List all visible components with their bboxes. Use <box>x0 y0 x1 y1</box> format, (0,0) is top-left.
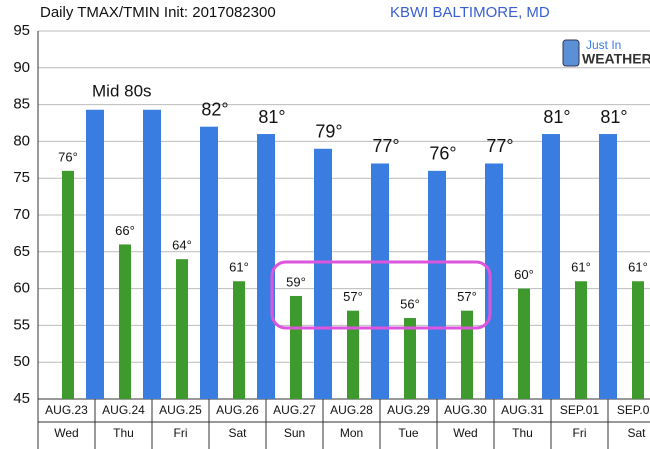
weekday-label: Mon <box>340 426 363 440</box>
x-tick-label: AUG.23 <box>45 403 88 417</box>
weekday-label: Sat <box>228 426 247 440</box>
weekday-label: Thu <box>113 426 134 440</box>
x-tick-label: SEP.01 <box>560 403 599 417</box>
max-bar <box>371 163 389 399</box>
value-label: 60° <box>514 267 534 282</box>
min-bar <box>347 310 359 399</box>
max-bar <box>200 126 218 400</box>
max-bar <box>485 163 503 399</box>
weekday-label: Sat <box>627 426 646 440</box>
value-label: 79° <box>315 122 342 142</box>
weekday-label: Fri <box>573 426 587 440</box>
max-bar <box>428 170 446 399</box>
station: KBWI BALTIMORE, MD <box>390 4 550 21</box>
weekday-label: Thu <box>512 426 533 440</box>
y-tick-label: 50 <box>13 353 30 370</box>
annotation: Mid 80s <box>92 81 152 100</box>
y-tick-label: 70 <box>13 206 30 223</box>
y-tick-label: 65 <box>13 243 30 260</box>
value-label: 77° <box>486 136 513 156</box>
min-bar <box>119 244 131 399</box>
weekday-label: Sun <box>284 426 305 440</box>
y-tick-label: 55 <box>13 316 30 333</box>
x-tick-label: AUG.27 <box>273 403 316 417</box>
logo-text: WEATHER <box>582 51 650 67</box>
max-bar <box>257 134 275 400</box>
value-label: 82° <box>201 99 228 119</box>
weekday-label: Tue <box>398 426 419 440</box>
y-tick-label: 45 <box>13 390 30 407</box>
x-tick-label: AUG.25 <box>159 403 202 417</box>
min-bar <box>461 310 473 399</box>
highlight-box <box>270 260 492 330</box>
value-label: 81° <box>258 107 285 127</box>
x-tick-label: AUG.28 <box>330 403 373 417</box>
value-label: 57° <box>457 289 477 304</box>
min-bar <box>62 170 74 399</box>
max-bar <box>314 148 332 399</box>
max-bar <box>542 134 560 400</box>
chart-title: Daily TMAX/TMIN Init: 2017082300 <box>40 4 276 21</box>
y-tick-label: 60 <box>13 280 30 297</box>
x-tick-label: AUG.29 <box>387 403 430 417</box>
min-bar <box>518 288 530 399</box>
max-bar <box>599 134 617 400</box>
min-bar <box>632 281 644 399</box>
value-label: 61° <box>229 260 249 275</box>
value-label: 77° <box>372 136 399 156</box>
value-label: 61° <box>628 260 648 275</box>
value-label: 56° <box>400 296 420 311</box>
y-tick-label: 90 <box>13 59 30 76</box>
y-tick-label: 80 <box>13 132 30 149</box>
value-label: 66° <box>115 223 135 238</box>
logo-icon <box>562 39 580 67</box>
value-label: 76° <box>58 149 78 164</box>
value-label: 81° <box>543 107 570 127</box>
weekday-label: Wed <box>453 426 477 440</box>
weekday-label: Fri <box>174 426 188 440</box>
value-label: 81° <box>600 107 627 127</box>
x-tick-label: AUG.24 <box>102 403 145 417</box>
value-label: 64° <box>172 238 192 253</box>
min-bar <box>404 318 416 399</box>
x-tick-label: SEP.02 <box>617 403 650 417</box>
y-tick-label: 95 <box>13 22 30 39</box>
value-label: 57° <box>343 289 363 304</box>
max-bar <box>143 109 161 399</box>
x-tick-label: AUG.26 <box>216 403 259 417</box>
min-bar <box>290 295 302 399</box>
weekday-label: Wed <box>54 426 78 440</box>
min-bar <box>233 281 245 399</box>
x-tick-label: AUG.31 <box>501 403 544 417</box>
y-tick-label: 75 <box>13 169 30 186</box>
x-tick-label: AUG.30 <box>444 403 487 417</box>
logo-text: Just In <box>586 38 621 52</box>
min-bar <box>176 259 188 399</box>
min-bar <box>575 281 587 399</box>
value-label: 59° <box>286 274 306 289</box>
y-tick-label: 85 <box>13 96 30 113</box>
value-label: 61° <box>571 260 591 275</box>
value-label: 76° <box>429 144 456 164</box>
max-bar <box>86 109 104 399</box>
